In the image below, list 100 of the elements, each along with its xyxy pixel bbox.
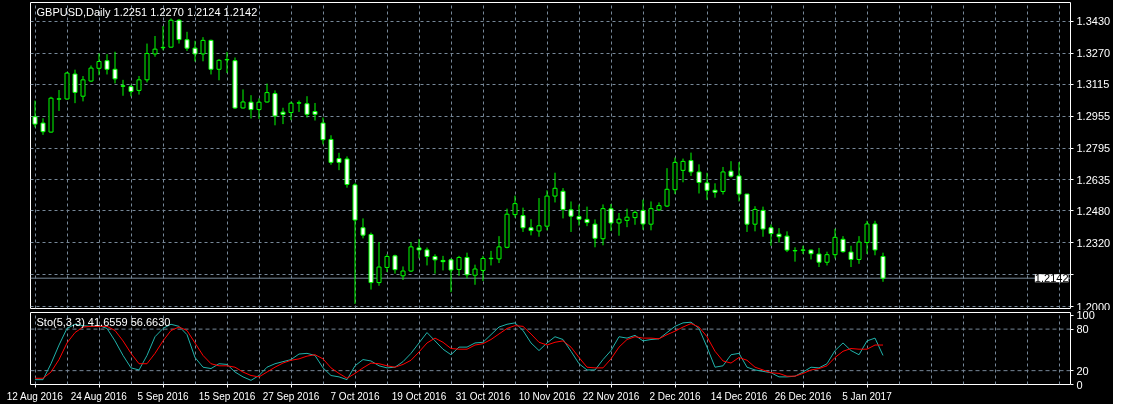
candlestick [864, 220, 870, 255]
candlestick [560, 187, 566, 219]
candlestick [496, 235, 502, 264]
candlestick [224, 51, 230, 74]
x-tick-label: 27 Sep 2016 [262, 390, 320, 402]
candlestick [800, 245, 806, 255]
candlestick [464, 252, 470, 279]
candlestick [104, 53, 110, 75]
candlestick [240, 88, 246, 110]
y-tick-label: 0 [1076, 378, 1083, 391]
x-tick-label: 2 Dec 2016 [649, 390, 702, 402]
candlestick [488, 250, 494, 266]
candlestick [432, 253, 438, 275]
candlestick [784, 230, 790, 253]
candlestick [328, 134, 334, 166]
chart-title: GBPUSD,Daily 1.2251 1.2270 1.2124 1.2142 [36, 5, 258, 18]
candlestick [200, 36, 206, 62]
candlestick [720, 166, 726, 195]
candlestick [584, 206, 590, 227]
candlestick [440, 255, 446, 271]
candlestick [832, 228, 838, 259]
candlestick [568, 200, 574, 233]
candlestick [256, 97, 262, 120]
candlestick [728, 160, 734, 179]
y-tick-label: 1.2635 [1076, 173, 1111, 186]
y-tick-label: 80 [1076, 323, 1089, 336]
candlestick [768, 224, 774, 247]
x-tick-label: 5 Jan 2017 [842, 390, 893, 402]
candlestick [136, 75, 142, 96]
candlestick [448, 257, 454, 293]
candlestick [648, 200, 654, 231]
x-tick-label: 22 Nov 2016 [582, 390, 640, 402]
candlestick [280, 107, 286, 125]
y-tick-label: 20 [1076, 364, 1089, 377]
candlestick [536, 197, 542, 238]
y-tick-label: 1.2795 [1076, 142, 1111, 155]
candlestick [360, 217, 366, 239]
y-tick-label: 1.2480 [1076, 204, 1111, 217]
candlestick [304, 95, 310, 119]
candlestick [856, 235, 862, 265]
candlestick [528, 218, 534, 236]
candlestick [576, 204, 582, 227]
candlestick [296, 100, 302, 113]
candlestick [56, 89, 62, 112]
candlestick [808, 248, 814, 260]
candlestick [112, 51, 118, 84]
candlestick [736, 161, 742, 202]
candlestick [72, 69, 78, 104]
candlestick [632, 209, 638, 226]
candlestick [680, 158, 686, 183]
candlestick [616, 212, 622, 237]
candlestick [816, 247, 822, 268]
candlestick [712, 182, 718, 199]
candlestick [424, 247, 430, 266]
x-tick-label: 31 Oct 2016 [455, 390, 511, 402]
candlestick [760, 206, 766, 238]
candlestick [792, 246, 798, 263]
candlestick [696, 163, 702, 194]
candlestick [608, 203, 614, 232]
candlestick [520, 207, 526, 233]
x-tick-label: 15 Sep 2016 [198, 390, 256, 402]
candlestick [152, 35, 158, 58]
x-tick-label: 19 Oct 2016 [391, 390, 447, 402]
x-tick-label: 7 Oct 2016 [330, 390, 380, 402]
candlestick [312, 102, 318, 122]
candlestick [272, 89, 278, 126]
candlestick [80, 75, 86, 102]
candlestick [376, 241, 382, 287]
x-tick-label: 24 Aug 2016 [70, 390, 128, 402]
candlestick [552, 172, 558, 203]
candlestick [640, 199, 646, 231]
y-tick-label: 1.3430 [1076, 15, 1111, 28]
candlestick [624, 208, 630, 228]
candlestick [184, 31, 190, 52]
candlestick [416, 238, 422, 259]
candlestick [456, 255, 462, 277]
x-tick-label: 5 Sep 2016 [137, 390, 190, 402]
candlestick [848, 245, 854, 268]
candlestick [400, 265, 406, 281]
y-tick-label: 1.2320 [1076, 236, 1111, 249]
candlestick [752, 205, 758, 232]
candlestick [248, 94, 254, 120]
candlestick [216, 58, 222, 81]
candlestick [160, 25, 166, 51]
candlestick [688, 152, 694, 177]
candlestick [776, 227, 782, 244]
candlestick [704, 172, 710, 201]
candlestick [288, 101, 294, 121]
y-tick-label: 1.2955 [1076, 110, 1111, 123]
candlestick [664, 167, 670, 208]
candlestick [264, 83, 270, 104]
x-tick-label: 10 Nov 2016 [518, 390, 576, 402]
candlestick [512, 195, 518, 219]
chart-title: Sto(5,3,3) 41.6559 56.6630 [36, 315, 171, 328]
x-tick-label: 12 Aug 2016 [6, 390, 64, 402]
candlestick [192, 40, 198, 63]
candlestick [480, 255, 486, 282]
candlestick [120, 79, 126, 97]
y-tick-label: 1.3270 [1076, 47, 1111, 60]
candlestick [880, 252, 886, 283]
